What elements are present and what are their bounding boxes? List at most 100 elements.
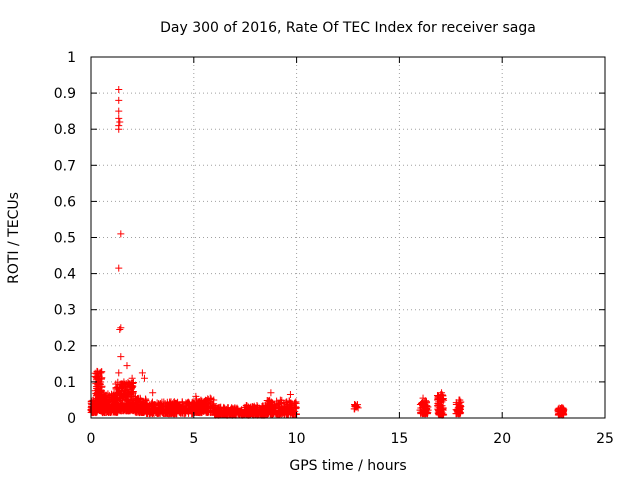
data-point: [419, 402, 427, 410]
data-point: [129, 388, 137, 396]
data-point: [124, 402, 132, 410]
y-tick-label: 0.4: [54, 267, 76, 283]
data-point: [117, 324, 125, 332]
data-point: [173, 409, 181, 417]
data-point: [115, 264, 123, 272]
data-point: [438, 389, 446, 397]
data-point: [417, 410, 425, 418]
data-point: [286, 391, 294, 399]
grid-lines: [91, 57, 605, 418]
x-tick-label: 15: [390, 431, 408, 447]
data-point: [257, 407, 265, 415]
data-point: [138, 369, 146, 377]
data-point: [198, 397, 206, 405]
data-point: [166, 409, 174, 417]
data-point: [179, 403, 187, 411]
data-point: [190, 400, 198, 408]
data-point: [243, 411, 251, 419]
data-point: [292, 398, 300, 406]
data-point: [113, 403, 121, 411]
data-point: [93, 382, 101, 390]
data-point: [438, 398, 446, 406]
data-point: [112, 404, 120, 412]
data-point: [155, 401, 163, 409]
data-point: [115, 125, 123, 133]
data-point: [267, 389, 275, 397]
x-tick-label: 10: [288, 431, 306, 447]
data-point: [244, 403, 252, 411]
x-tick-label: 0: [87, 431, 96, 447]
y-tick-label: 0.8: [54, 122, 76, 138]
y-tick-label: 0.7: [54, 158, 76, 174]
y-tick-label: 0.2: [54, 339, 76, 355]
data-point: [226, 411, 234, 419]
data-point: [148, 410, 156, 418]
data-point: [560, 410, 568, 418]
data-point: [184, 399, 192, 407]
y-tick-labels: 0 0.1 0.2 0.3 0.4 0.5 0.6 0.7 0.8 0.9 1: [54, 50, 76, 427]
data-point: [216, 411, 224, 419]
data-point: [98, 374, 106, 382]
data-point: [200, 398, 208, 406]
data-point: [148, 403, 156, 411]
data-point: [169, 404, 177, 412]
data-point: [228, 404, 236, 412]
data-point: [128, 383, 136, 391]
data-point: [133, 400, 141, 408]
data-point: [273, 397, 281, 405]
data-point: [275, 403, 283, 411]
data-point: [164, 404, 172, 412]
data-point: [256, 407, 264, 415]
data-point: [117, 353, 125, 361]
data-point: [117, 230, 125, 238]
data-point: [455, 396, 463, 404]
data-point: [112, 395, 120, 403]
data-point: [434, 401, 442, 409]
data-point: [115, 369, 123, 377]
x-tick-label: 20: [493, 431, 511, 447]
data-point: [420, 398, 428, 406]
data-point: [115, 107, 123, 115]
data-point: [354, 401, 362, 409]
data-point: [192, 406, 200, 414]
y-tick-label: 1: [67, 50, 76, 66]
data-point: [270, 401, 278, 409]
data-point: [126, 386, 134, 394]
data-point: [120, 387, 128, 395]
data-point: [174, 404, 181, 412]
y-tick-label: 0.9: [54, 86, 76, 102]
data-point: [137, 408, 145, 416]
data-point: [115, 85, 123, 93]
data-point: [160, 409, 168, 417]
data-point: [192, 392, 200, 400]
data-point: [291, 404, 299, 412]
axis-ticks: [90, 56, 606, 419]
data-point: [182, 405, 190, 413]
data-point: [439, 392, 447, 400]
data-point: [121, 391, 129, 399]
data-point: [100, 406, 108, 414]
data-point: [177, 407, 185, 415]
data-point: [93, 369, 101, 377]
x-tick-labels: 0 5 10 15 20 25: [87, 431, 614, 447]
data-point: [100, 403, 108, 411]
data-point: [141, 395, 149, 403]
x-tick-label: 5: [189, 431, 198, 447]
data-point: [123, 395, 131, 403]
data-point: [116, 326, 124, 334]
y-tick-label: 0.5: [54, 231, 76, 247]
data-point: [272, 410, 280, 418]
data-point: [235, 409, 243, 417]
data-point: [93, 398, 101, 406]
data-point: [106, 408, 114, 416]
data-point: [266, 396, 274, 404]
data-point: [105, 400, 113, 408]
data-point: [120, 378, 128, 386]
data-point: [149, 389, 157, 397]
data-point: [100, 392, 108, 400]
data-point: [419, 394, 427, 402]
data-point: [140, 374, 148, 382]
data-point: [158, 408, 166, 416]
y-tick-label: 0: [67, 411, 76, 427]
